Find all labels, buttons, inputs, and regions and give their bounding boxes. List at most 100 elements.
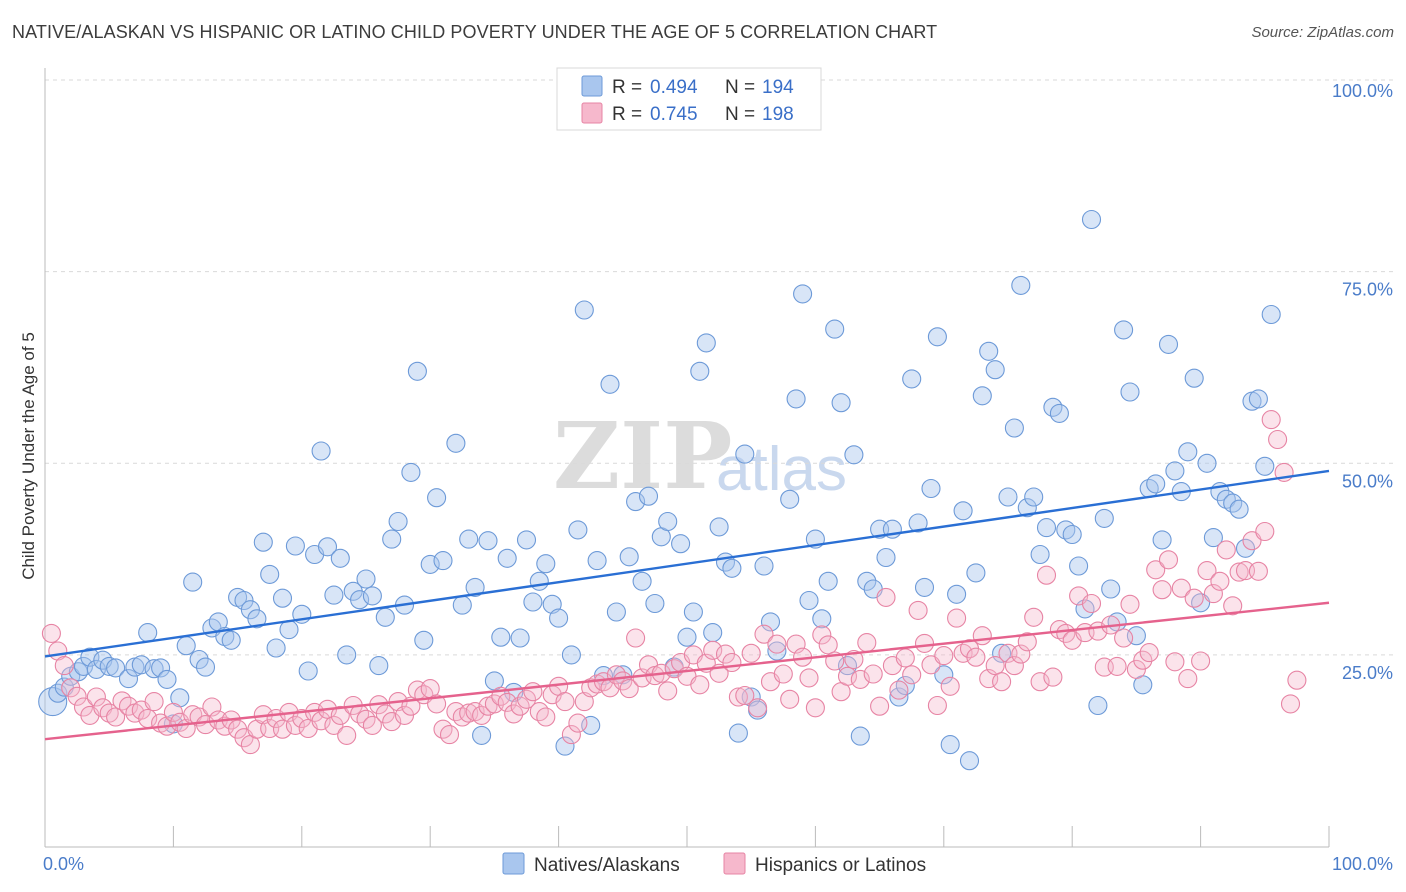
hispanics-point [1133,650,1153,670]
hispanics-point [870,696,890,716]
legend-r-value-natives: 0.494 [650,77,698,98]
natives-point [1158,334,1179,354]
legend-r-value-hispanics: 0.745 [650,104,698,125]
natives-point [992,643,1012,663]
natives-point [619,547,639,567]
natives-point [1120,382,1140,402]
y-axis-label: Child Poverty Under the Age of 5 [19,332,38,580]
natives-point [465,577,485,597]
natives-point [195,657,216,677]
natives-point [985,360,1005,380]
natives-point [1049,403,1069,423]
hispanics-point [748,698,768,718]
natives-point [1088,695,1108,716]
natives-point [549,608,569,628]
natives-point [1101,579,1121,599]
natives-point [587,551,607,571]
natives-point [414,630,434,650]
natives-point [1004,418,1024,438]
natives-point [176,636,196,656]
hispanics-point [1178,669,1198,689]
natives-point [902,369,922,389]
hispanics-point [516,689,537,709]
natives-point [472,725,492,745]
natives-point [459,529,479,549]
legend-r-label-natives: R = [612,77,642,98]
hispanics-point [1158,550,1179,570]
natives-point [536,554,556,574]
hispanics-point [472,705,492,725]
natives-point [966,563,986,583]
natives-point [908,513,928,533]
hispanics-point [163,702,183,722]
natives-point [799,590,819,611]
natives-point [1146,474,1166,494]
hispanics-point [394,705,415,725]
hispanics-point [1120,594,1140,614]
source-label: Source: ZipAtlas.com [1251,24,1394,41]
natives-point [491,627,511,647]
hispanics-point [876,587,896,607]
series-hispanics-points [41,410,1307,755]
natives-point [1178,442,1198,462]
natives-point [638,486,659,506]
natives-point [478,531,498,551]
natives-point [696,333,716,353]
natives-point [1069,556,1089,576]
hispanics-point [439,725,460,745]
hispanics-point [703,640,723,660]
hispanics-point [940,676,960,696]
hispanics-point [780,689,800,709]
hispanics-point [1184,588,1204,608]
natives-point [144,659,164,679]
hispanics-point [1255,521,1275,542]
y-tick-labels: 25.0% 50.0% 75.0% 100.0% [1332,81,1393,683]
natives-point [645,593,665,614]
hispanics-point [1017,632,1037,652]
natives-point [362,586,382,606]
natives-point [266,638,286,658]
hispanics-point [966,647,986,667]
hispanics-point [658,681,678,701]
natives-point [1261,304,1281,325]
natives-point [452,595,472,615]
hispanics-point [722,652,742,673]
natives-point [793,284,813,304]
natives-point [337,645,357,665]
hispanics-point [863,664,883,684]
hispanics-point [889,680,909,700]
hispanics-point [144,692,164,712]
hispanics-point [992,672,1012,692]
hispanics-point [767,634,787,654]
hispanics-point [1024,607,1044,627]
natives-point [189,649,209,670]
hispanics-point [805,698,825,718]
bottom-legend-label-natives: Natives/Alaskans [534,855,680,876]
hispanics-point [1268,429,1288,450]
natives-point [311,441,331,461]
hispanics-point [536,707,556,727]
hispanics-point [741,643,761,663]
y-tick-label-25: 25.0% [1342,663,1393,683]
hispanics-point [427,694,447,714]
hispanics-point [1210,571,1230,591]
hispanics-point [1126,659,1146,679]
natives-point [298,661,318,681]
hispanics-point [1223,596,1243,616]
natives-point [388,511,408,532]
natives-point [86,659,106,679]
natives-point [780,489,800,509]
natives-point [825,319,845,339]
natives-point [516,530,537,550]
hispanics-point [555,692,575,712]
hispanics-point [1229,562,1249,582]
hispanics-point [375,704,395,724]
natives-point [401,462,421,482]
natives-point [876,547,896,568]
natives-point [157,669,177,689]
natives-point [1017,498,1037,518]
natives-point [1152,530,1172,550]
natives-trend-line [44,469,1330,658]
natives-point [1024,487,1044,507]
